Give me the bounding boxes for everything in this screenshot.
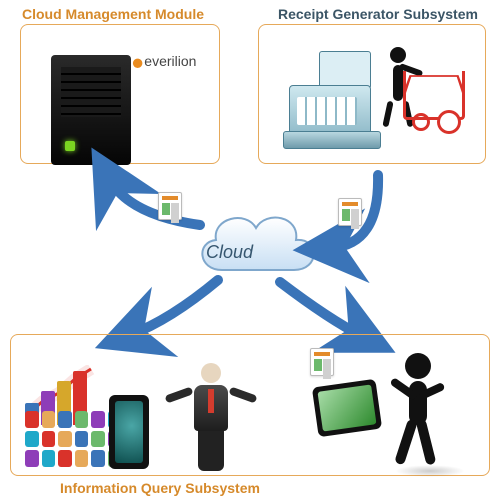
business-person-icon bbox=[181, 363, 241, 473]
arrow-cloud-to-info-left bbox=[130, 280, 218, 335]
tablet-icon bbox=[312, 379, 382, 437]
document-icon bbox=[338, 198, 362, 226]
pedestrian-icon bbox=[395, 353, 465, 473]
document-icon bbox=[158, 192, 182, 220]
title-info-query: Information Query Subsystem bbox=[60, 480, 260, 496]
arrow-cloud-to-info-right bbox=[280, 282, 362, 336]
app-grid-icon bbox=[25, 411, 121, 467]
smartphone-icon bbox=[109, 395, 149, 469]
arrow-cloud-to-mgmt bbox=[110, 180, 200, 225]
box-info-query bbox=[10, 334, 490, 476]
